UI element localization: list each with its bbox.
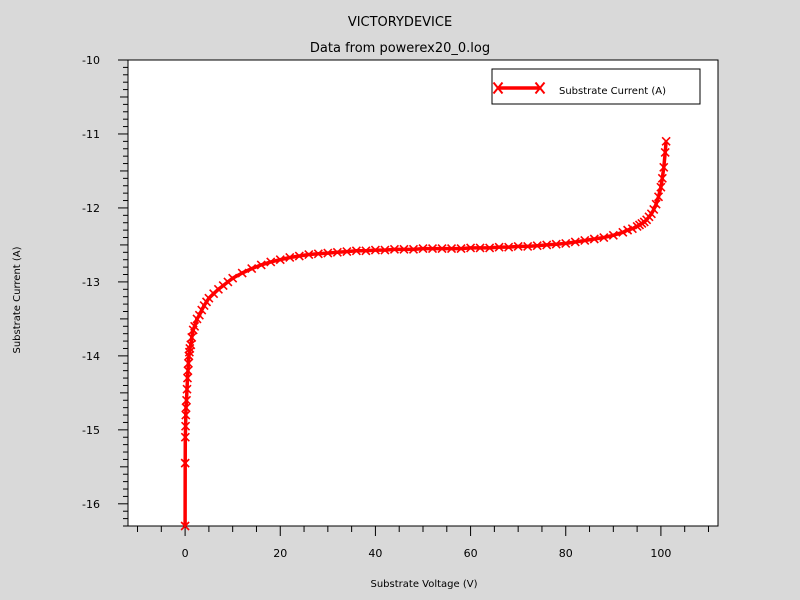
major-ticks — [118, 59, 662, 536]
data-point-marker — [180, 521, 190, 531]
data-point-marker — [659, 162, 669, 172]
data-point-marker — [446, 244, 457, 254]
data-point-marker — [342, 247, 352, 257]
data-point-marker — [228, 273, 238, 283]
data-point-marker — [513, 241, 523, 251]
y-tick-label: -11 — [82, 128, 100, 141]
data-point-marker — [589, 234, 599, 244]
data-point-marker — [266, 257, 276, 267]
x-tick-label: 20 — [273, 547, 287, 560]
y-axis-label: Substrate Current (A) — [12, 246, 23, 353]
y-tick-label: -13 — [82, 276, 100, 289]
data-point-marker — [304, 249, 314, 260]
data-point-marker — [181, 410, 191, 420]
data-point-marker — [494, 242, 504, 252]
x-tick-label: 40 — [368, 547, 382, 560]
data-point-marker — [656, 182, 666, 192]
x-tick-label: 0 — [182, 547, 189, 560]
data-point-marker — [351, 246, 361, 256]
data-point-marker — [186, 340, 196, 350]
data-point-marker — [437, 244, 447, 254]
data-point-marker — [408, 244, 419, 254]
y-tick-label: -10 — [82, 54, 100, 67]
legend-label: Substrate Current (A) — [559, 86, 666, 97]
data-point-marker — [313, 249, 323, 259]
data-point-marker — [608, 230, 618, 240]
data-point-marker — [399, 244, 409, 254]
data-point-marker — [475, 243, 485, 253]
data-point-marker — [247, 264, 257, 274]
y-tick-label: -12 — [82, 202, 100, 215]
data-point-marker — [180, 432, 190, 442]
data-point-marker — [187, 332, 197, 342]
x-tick-label: 60 — [464, 547, 478, 560]
data-point-marker — [561, 238, 571, 249]
data-point-marker — [504, 242, 514, 252]
data-point-marker — [197, 305, 207, 315]
data-point-marker — [618, 227, 628, 237]
y-tick-label: -14 — [82, 350, 100, 363]
data-point-marker — [332, 247, 342, 257]
data-point-marker — [370, 245, 380, 255]
data-point-marker — [418, 244, 428, 254]
data-point-marker — [182, 384, 192, 394]
x-tick-labels: 0 20 40 60 80 100 — [182, 547, 672, 560]
y-tick-label: -15 — [82, 424, 100, 437]
data-point-marker — [181, 395, 192, 405]
data-point-marker — [427, 244, 438, 254]
data-point-marker — [523, 241, 533, 251]
data-point-marker — [181, 421, 191, 431]
data-point-marker — [182, 373, 193, 383]
data-point-marker — [184, 351, 194, 361]
x-tick-label: 100 — [650, 547, 671, 560]
legend-marker-left — [492, 81, 504, 95]
data-point-marker — [275, 255, 285, 265]
x-axis-label: Substrate Voltage (V) — [371, 579, 478, 590]
chart-title: VICTORYDEVICE — [348, 15, 452, 30]
data-point-marker — [380, 245, 390, 255]
data-point-marker — [542, 240, 552, 250]
data-point-marker — [184, 347, 194, 357]
data-point-marker — [180, 458, 190, 468]
data-point-marker — [237, 268, 247, 278]
data-point-marker — [466, 243, 476, 253]
legend: Substrate Current (A) — [491, 68, 701, 105]
data-point-marker — [389, 244, 400, 254]
data-point-marker — [660, 147, 670, 158]
series-group — [180, 136, 671, 531]
data-point-marker — [627, 224, 637, 234]
data-point-marker — [456, 244, 466, 254]
data-point-marker — [653, 192, 664, 202]
data-point-marker — [190, 321, 200, 331]
data-point-marker — [183, 358, 193, 368]
data-point-marker — [532, 241, 542, 251]
legend-marker-right — [534, 81, 546, 95]
data-point-marker — [599, 232, 609, 243]
data-point-marker — [485, 243, 495, 253]
data-point-marker — [649, 204, 659, 214]
minor-ticks — [120, 66, 709, 532]
y-tick-labels: -10 -11 -12 -13 -14 -15 -16 — [82, 54, 100, 511]
x-tick-label: 80 — [559, 547, 573, 560]
data-point-marker — [183, 366, 193, 376]
data-point-marker — [661, 136, 671, 146]
data-point-marker — [646, 209, 656, 219]
data-point-marker — [285, 252, 295, 263]
data-point-marker — [651, 199, 661, 209]
data-point-marker — [551, 239, 561, 249]
data-point-marker — [181, 403, 191, 413]
data-point-marker — [580, 235, 590, 246]
data-point-marker — [361, 246, 371, 256]
data-point-marker — [256, 260, 266, 270]
data-point-marker — [194, 310, 204, 320]
data-point-marker — [657, 173, 667, 183]
data-point-marker — [294, 251, 304, 261]
data-point-marker — [570, 237, 580, 247]
y-tick-label: -16 — [82, 498, 100, 511]
plot-area — [127, 59, 719, 527]
chart-subtitle: Data from powerex20_0.log — [310, 41, 490, 56]
data-point-marker — [323, 248, 333, 258]
